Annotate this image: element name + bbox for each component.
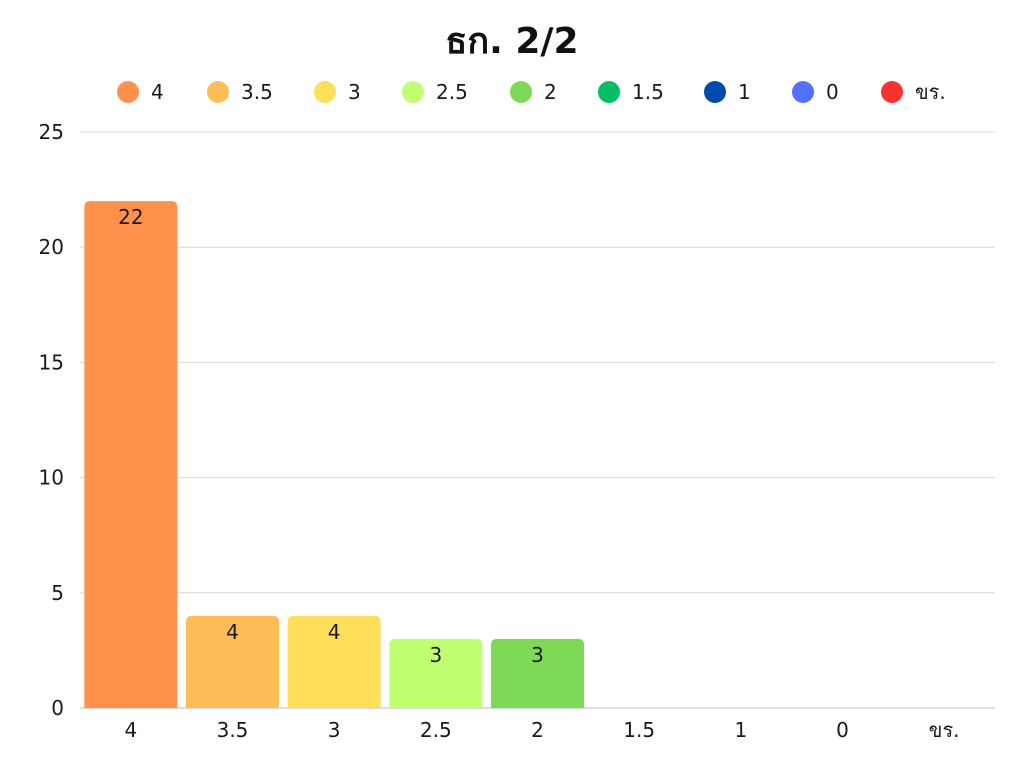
legend-item: 3: [314, 80, 361, 104]
chart-title: ธก. 2/2: [445, 21, 579, 62]
y-tick-label: 0: [51, 696, 64, 720]
x-tick-label: 0: [836, 718, 849, 742]
legend-item: ขร.: [881, 80, 946, 104]
legend-item: 1.5: [598, 80, 664, 104]
legend-label: ขร.: [915, 80, 946, 104]
legend-swatch: [314, 81, 336, 103]
legend-item: 0: [792, 80, 839, 104]
legend-label: 3.5: [241, 80, 273, 104]
x-tick-label: 3.5: [217, 718, 249, 742]
y-tick-label: 20: [39, 235, 64, 259]
x-tick-label: 3: [328, 718, 341, 742]
legend-label: 4: [151, 80, 164, 104]
x-axis: 4 3.5 3 2.5 2 1.5 1 0 ขร.: [124, 718, 959, 742]
legend-label: 2.5: [436, 80, 468, 104]
bar: [186, 615, 279, 708]
x-tick-label: 1.5: [623, 718, 655, 742]
data-label: 4: [328, 620, 341, 644]
legend-swatch: [402, 81, 424, 103]
legend-swatch: [598, 81, 620, 103]
y-axis: 0 5 10 15 20 25: [39, 120, 64, 720]
data-label: 4: [226, 620, 239, 644]
bar: [491, 638, 584, 708]
x-tick-label: 4: [124, 718, 137, 742]
legend: 4 3.5 3 2.5 2 1.5 1 0 ขร.: [117, 80, 946, 104]
legend-label: 1: [738, 80, 751, 104]
legend-label: 0: [826, 80, 839, 104]
x-tick-label: 1: [734, 718, 747, 742]
bar: [84, 201, 178, 708]
bar: [287, 615, 381, 708]
legend-item: 1: [704, 80, 751, 104]
y-tick-label: 15: [39, 350, 64, 374]
legend-swatch: [704, 81, 726, 103]
legend-swatch: [510, 81, 532, 103]
legend-label: 1.5: [632, 80, 664, 104]
data-label: 3: [429, 643, 442, 667]
x-tick-label: ขร.: [929, 718, 960, 742]
data-label: 3: [531, 643, 544, 667]
x-tick-label: 2: [531, 718, 544, 742]
legend-label: 2: [544, 80, 557, 104]
legend-label: 3: [348, 80, 361, 104]
data-label: 22: [118, 205, 143, 229]
legend-item: 3.5: [207, 80, 273, 104]
x-tick-label: 2.5: [420, 718, 452, 742]
y-tick-label: 25: [39, 120, 64, 144]
legend-item: 2.5: [402, 80, 468, 104]
y-tick-label: 10: [39, 466, 64, 490]
legend-swatch: [207, 81, 229, 103]
legend-item: 4: [117, 80, 164, 104]
bar: [389, 638, 483, 708]
bars: 22 4 4 3 3: [84, 201, 584, 708]
y-tick-label: 5: [51, 581, 64, 605]
legend-swatch: [792, 81, 814, 103]
legend-item: 2: [510, 80, 557, 104]
legend-swatch: [117, 81, 139, 103]
legend-swatch: [881, 81, 903, 103]
